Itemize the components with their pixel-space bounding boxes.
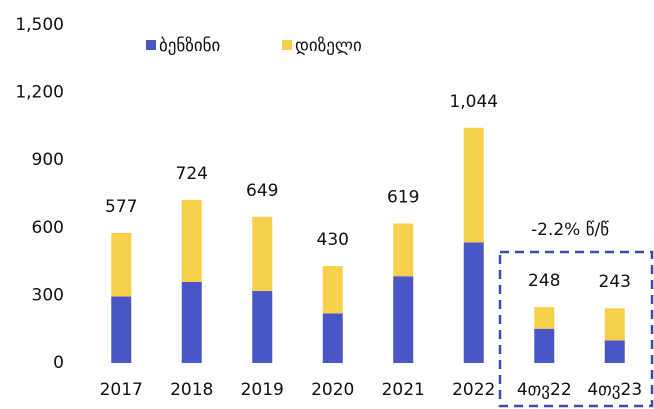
highlight-box [498, 250, 654, 408]
total-label: 430 [317, 230, 349, 250]
bar-segment [252, 290, 273, 363]
bar-segment [534, 328, 555, 363]
bar-segment [534, 307, 555, 329]
bar-segment [252, 216, 273, 291]
y-tick-label: 1,200 [15, 83, 64, 103]
bar-segment [463, 242, 484, 363]
legend-swatch [282, 40, 292, 50]
bar-segment [393, 276, 414, 363]
total-label: 577 [105, 197, 137, 217]
bar-segment [463, 127, 484, 243]
bar-segment [111, 232, 132, 297]
total-label: 649 [246, 181, 278, 201]
bar-segment [181, 281, 202, 363]
legend-label: დიზელი [295, 36, 362, 56]
total-label: 248 [528, 271, 560, 291]
legend-swatch [146, 40, 156, 50]
total-label: 619 [387, 188, 419, 208]
x-tick-label: 2019 [241, 380, 284, 400]
total-label: 1,044 [449, 92, 498, 112]
x-tick-label: 2018 [170, 380, 213, 400]
y-tick-label: 900 [32, 150, 64, 170]
bar-segment [322, 266, 343, 314]
total-label: 724 [176, 164, 208, 184]
total-label: 243 [599, 272, 631, 292]
bar-segment [393, 223, 414, 277]
x-tick-label: 2021 [382, 380, 425, 400]
bar-segment [111, 296, 132, 363]
x-tick-label: 2017 [100, 380, 143, 400]
bar-segment [322, 313, 343, 363]
x-tick-label: 4თვ22 [517, 380, 572, 400]
legend-label: ბენზინი [159, 36, 220, 56]
annotation: -2.2% წ/წ [531, 220, 609, 240]
y-tick-label: 0 [53, 353, 64, 373]
bar-segment [604, 340, 625, 363]
x-tick-label: 4თვ23 [587, 380, 642, 400]
y-tick-label: 600 [32, 218, 64, 238]
bar-segment [604, 308, 625, 341]
bar-segment [181, 199, 202, 282]
x-tick-label: 2020 [311, 380, 354, 400]
y-tick-label: 300 [32, 285, 64, 305]
x-tick-label: 2022 [452, 380, 495, 400]
y-tick-label: 1,500 [15, 15, 64, 35]
